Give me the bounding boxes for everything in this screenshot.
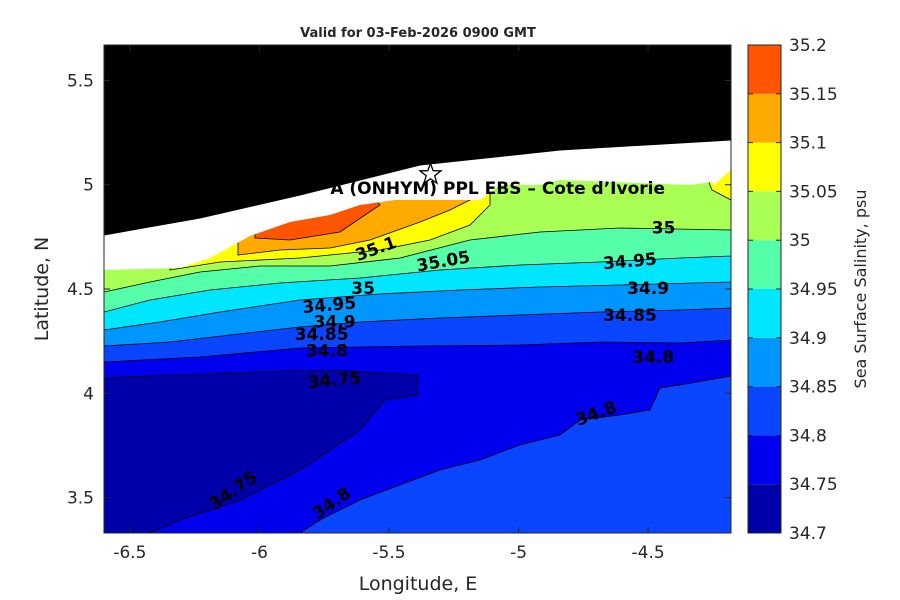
colorbar-segment xyxy=(748,435,781,485)
colorbar-tick-label: 35.1 xyxy=(789,134,827,154)
y-tick-label: 4.5 xyxy=(67,280,94,300)
colorbar-ticks: 34.7 34.75 34.8 34.85 34.9 34.95 35 35.05 35.1 35… xyxy=(748,36,838,544)
colorbar-tick-label: 35.15 xyxy=(789,85,838,105)
colorbar-label: Sea Surface Salinity, psu xyxy=(851,190,870,389)
map-area: A (ONHYM) PPL EBS – Cote d’Ivorie 3535.1… xyxy=(104,45,731,533)
colorbar-segment xyxy=(748,142,781,192)
colorbar-segment xyxy=(748,93,781,143)
colorbar-segment xyxy=(748,240,781,289)
colorbar-tick-label: 35.2 xyxy=(789,36,827,56)
x-tick-label: -4.5 xyxy=(632,543,665,563)
colorbar-segment xyxy=(748,45,781,94)
x-tick-label: -5 xyxy=(510,543,527,563)
y-axis-label: Latitude, N xyxy=(31,237,53,342)
land-mass xyxy=(104,45,731,236)
contour-label: 35 xyxy=(351,279,375,299)
colorbar-segment xyxy=(748,289,781,338)
contour-label: 34.95 xyxy=(602,250,657,275)
y-tick-label: 5.5 xyxy=(67,71,94,91)
colorbar-tick-label: 34.95 xyxy=(789,280,838,300)
y-tick-label: 3.5 xyxy=(67,489,94,509)
no-data-strip xyxy=(104,138,731,270)
x-axis-label: Longitude, E xyxy=(359,573,478,595)
x-tick-label: -6.5 xyxy=(113,543,146,563)
contour-label: 34.9 xyxy=(627,279,669,299)
y-tick-label: 4 xyxy=(83,384,94,404)
colorbar-segment xyxy=(748,337,781,387)
site-label: A (ONHYM) PPL EBS – Cote d’Ivorie xyxy=(330,179,665,199)
colorbar-tick-label: 34.85 xyxy=(789,378,838,398)
site-marker-star-icon xyxy=(418,161,443,185)
colorbar-segment xyxy=(748,484,781,533)
colorbar-tick-label: 34.9 xyxy=(789,329,827,349)
contour-label: 34.8 xyxy=(306,342,348,362)
contour-label: 34.8 xyxy=(632,348,674,368)
contour-label: 34.85 xyxy=(295,325,349,345)
colorbar-tick-label: 34.7 xyxy=(789,524,827,544)
contour-label: 35 xyxy=(652,219,676,239)
colorbar-tick-label: 34.8 xyxy=(789,426,827,446)
contour-label: 34.9 xyxy=(314,312,356,332)
colorbar-tick-label: 35 xyxy=(789,231,811,251)
contour-label: 34.95 xyxy=(302,293,357,318)
colorbar-segment xyxy=(748,191,781,241)
x-tick-label: -5.5 xyxy=(372,543,405,563)
x-axis-ticks: -6.5 -6 -5.5 -5 -4.5 xyxy=(113,45,665,563)
contour-label: 34.75 xyxy=(307,368,362,393)
colorbar-tick-label: 35.05 xyxy=(789,182,838,202)
colorbar xyxy=(748,45,781,533)
y-axis-ticks: 3.5 4 4.5 5 5.5 xyxy=(67,71,731,509)
chart-title: Valid for 03-Feb-2026 0900 GMT xyxy=(300,26,536,41)
star-icon xyxy=(418,161,443,185)
contour-label: 34.85 xyxy=(603,306,657,326)
x-tick-label: -6 xyxy=(251,543,268,563)
colorbar-segment xyxy=(748,386,781,436)
colorbar-tick-label: 34.75 xyxy=(789,475,838,495)
y-tick-label: 5 xyxy=(83,176,94,196)
